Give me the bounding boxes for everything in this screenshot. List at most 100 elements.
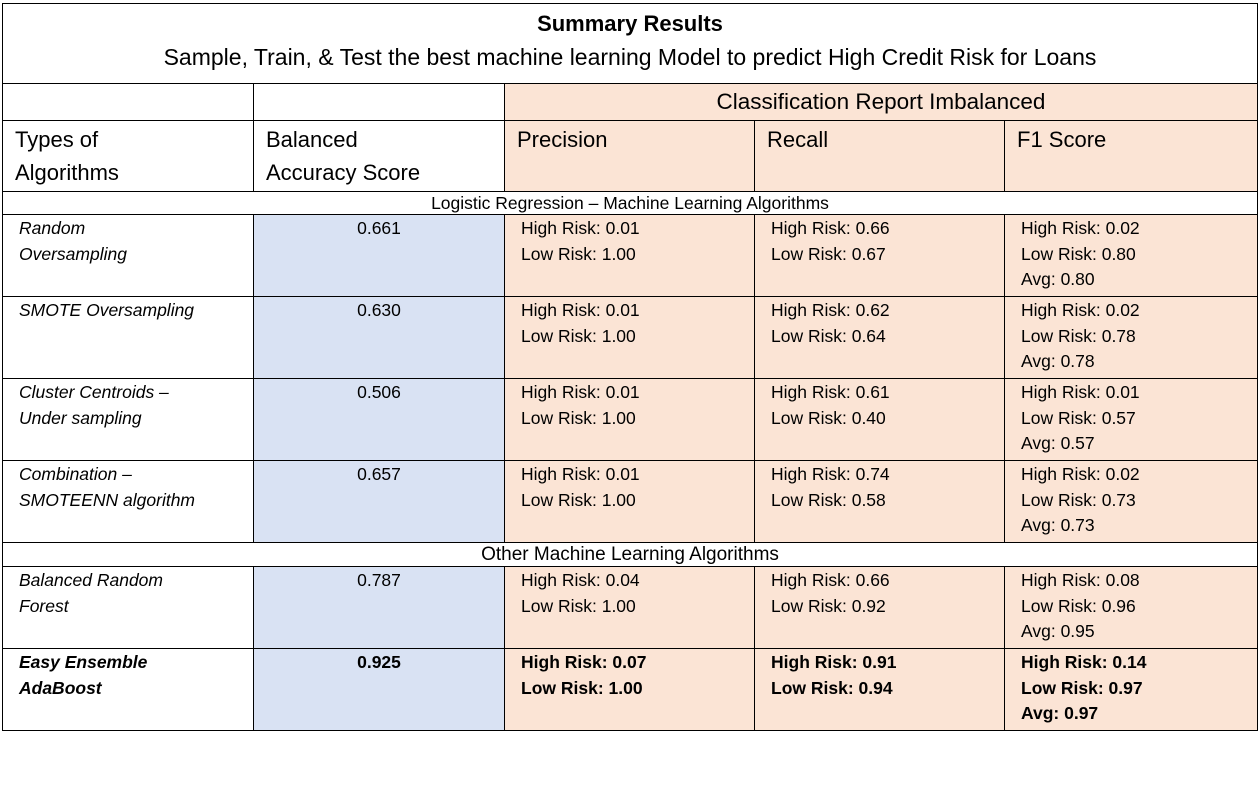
recall-values-line: Low Risk: 0.94 (771, 677, 893, 698)
table-row: Easy Ensemble AdaBoost 0.925 High Risk: 0.0… (2, 648, 1258, 731)
recall-values-line: Low Risk: 0.92 (771, 595, 886, 616)
precision-values: High Risk: 0.01 Low Risk: 1.00 (504, 296, 755, 379)
summary-results-table: Summary Results Sample, Train, & Test th… (2, 3, 1258, 731)
algorithm-name-line: Under sampling (19, 407, 142, 428)
balanced-accuracy-score: 0.506 (253, 378, 505, 461)
recall-header: Recall (754, 120, 1005, 192)
precision-values: High Risk: 0.01 Low Risk: 1.00 (504, 378, 755, 461)
f1-score-values: High Risk: 0.08 Low Risk: 0.96 Avg: 0.95 (1004, 566, 1258, 649)
f1-score-values: High Risk: 0.02 Low Risk: 0.78 Avg: 0.78 (1004, 296, 1258, 379)
precision-values-line: Low Risk: 1.00 (521, 595, 636, 616)
precision-values-line: Low Risk: 1.00 (521, 243, 636, 264)
f1-score-values: High Risk: 0.01 Low Risk: 0.57 Avg: 0.57 (1004, 378, 1258, 461)
recall-values: High Risk: 0.66 Low Risk: 0.67 (754, 214, 1005, 297)
section-label: Logistic Regression – Machine Learning A… (2, 191, 1258, 215)
f1-score-values-line: Avg: 0.78 (1021, 351, 1095, 371)
table-row: Combination – SMOTEENN algorithm 0.657 High… (2, 460, 1258, 543)
f1-score-values-line: High Risk: 0.08 (1021, 570, 1140, 590)
f1-score-values: High Risk: 0.02 Low Risk: 0.80 Avg: 0.80 (1004, 214, 1258, 297)
f1-score-values-line: Avg: 0.80 (1021, 269, 1095, 289)
types-of-algorithms-header: Types of Algorithms (2, 120, 254, 192)
recall-values-line: Low Risk: 0.67 (771, 243, 886, 264)
recall-values: High Risk: 0.91 Low Risk: 0.94 (754, 648, 1005, 731)
algorithm-name: Easy Ensemble AdaBoost (2, 648, 254, 731)
recall-values-line: High Risk: 0.91 (771, 652, 897, 672)
algorithm-name: Random Oversampling (2, 214, 254, 297)
table-row: SMOTE Oversampling 0.630 High Risk: 0.01 Lo… (2, 296, 1258, 379)
precision-values: High Risk: 0.04 Low Risk: 1.00 (504, 566, 755, 649)
recall-values-line: Low Risk: 0.58 (771, 489, 886, 510)
precision-values: High Risk: 0.07 Low Risk: 1.00 (504, 648, 755, 731)
f1-score-values-line: Low Risk: 0.96 (1021, 595, 1136, 616)
algorithm-name-line: Forest (19, 595, 69, 616)
header-line: Accuracy Score (266, 160, 421, 185)
precision-values-line: High Risk: 0.04 (521, 570, 640, 590)
title-cell: Summary Results Sample, Train, & Test th… (2, 3, 1258, 84)
precision-values-line: Low Risk: 1.00 (521, 325, 636, 346)
balanced-accuracy-score: 0.925 (253, 648, 505, 731)
recall-values: High Risk: 0.74 Low Risk: 0.58 (754, 460, 1005, 543)
recall-values-line: Low Risk: 0.40 (771, 407, 886, 428)
recall-values-line: High Risk: 0.66 (771, 570, 890, 590)
header-line: Types of (15, 127, 99, 152)
group-header-row: Classification Report Imbalanced (2, 83, 1258, 121)
table-title: Summary Results (537, 11, 723, 36)
algorithm-name-line: SMOTE Oversampling (19, 300, 195, 320)
balanced-accuracy-score: 0.661 (253, 214, 505, 297)
algorithm-name: SMOTE Oversampling (2, 296, 254, 379)
recall-values-line: High Risk: 0.62 (771, 300, 890, 320)
balanced-accuracy-score: 0.630 (253, 296, 505, 379)
column-header-row: Types of Algorithms Balanced Accuracy Sc… (2, 120, 1258, 192)
balanced-accuracy-score: 0.787 (253, 566, 505, 649)
recall-values-line: High Risk: 0.61 (771, 382, 890, 402)
precision-values-line: Low Risk: 1.00 (521, 407, 636, 428)
f1-score-values-line: Low Risk: 0.80 (1021, 243, 1136, 264)
section-header-row: Logistic Regression – Machine Learning A… (2, 191, 1258, 215)
title-row: Summary Results Sample, Train, & Test th… (2, 3, 1258, 84)
algorithm-name-line: Easy Ensemble (19, 652, 148, 672)
precision-values-line: Low Risk: 1.00 (521, 677, 643, 698)
recall-values: High Risk: 0.61 Low Risk: 0.40 (754, 378, 1005, 461)
f1-score-values-line: Low Risk: 0.57 (1021, 407, 1136, 428)
precision-values-line: High Risk: 0.01 (521, 464, 640, 484)
blank-header-cell (2, 83, 254, 121)
precision-header: Precision (504, 120, 755, 192)
balanced-accuracy-score: 0.657 (253, 460, 505, 543)
table-row: Random Oversampling 0.661 High Risk: 0.01 Lo… (2, 214, 1258, 297)
f1-score-values: High Risk: 0.14 Low Risk: 0.97 Avg: 0.97 (1004, 648, 1258, 731)
f1-score-values-line: High Risk: 0.02 (1021, 300, 1140, 320)
precision-values: High Risk: 0.01 Low Risk: 1.00 (504, 460, 755, 543)
precision-values-line: High Risk: 0.01 (521, 300, 640, 320)
precision-values: High Risk: 0.01 Low Risk: 1.00 (504, 214, 755, 297)
algorithm-name-line: AdaBoost (19, 677, 102, 698)
table-row: Balanced Random Forest 0.787 High Risk: 0.0… (2, 566, 1258, 649)
section-label: Other Machine Learning Algorithms (2, 542, 1258, 567)
precision-values-line: High Risk: 0.01 (521, 382, 640, 402)
table-subtitle: Sample, Train, & Test the best machine l… (163, 44, 1097, 70)
algorithm-name: Balanced Random Forest (2, 566, 254, 649)
f1-score-values-line: Avg: 0.73 (1021, 515, 1095, 535)
algorithm-name-line: Combination – (19, 464, 132, 484)
algorithm-name-line: SMOTEENN algorithm (19, 489, 196, 510)
balanced-accuracy-header: Balanced Accuracy Score (253, 120, 505, 192)
algorithm-name-line: Cluster Centroids – (19, 382, 169, 402)
f1-score-values: High Risk: 0.02 Low Risk: 0.73 Avg: 0.73 (1004, 460, 1258, 543)
header-line: Balanced (266, 127, 358, 152)
f1-score-values-line: Avg: 0.57 (1021, 433, 1095, 453)
table-row: Cluster Centroids – Under sampling 0.506 Hi… (2, 378, 1258, 461)
f1-score-values-line: High Risk: 0.01 (1021, 382, 1140, 402)
algorithm-name: Combination – SMOTEENN algorithm (2, 460, 254, 543)
header-line: Algorithms (15, 160, 119, 185)
section-header-row: Other Machine Learning Algorithms (2, 542, 1258, 567)
precision-values-line: Low Risk: 1.00 (521, 489, 636, 510)
f1-score-values-line: Low Risk: 0.73 (1021, 489, 1136, 510)
recall-values: High Risk: 0.62 Low Risk: 0.64 (754, 296, 1005, 379)
recall-values: High Risk: 0.66 Low Risk: 0.92 (754, 566, 1005, 649)
recall-values-line: Low Risk: 0.64 (771, 325, 886, 346)
recall-values-line: High Risk: 0.66 (771, 218, 890, 238)
f1-score-values-line: High Risk: 0.02 (1021, 464, 1140, 484)
f1-score-values-line: Avg: 0.95 (1021, 621, 1095, 641)
algorithm-name-line: Balanced Random (19, 570, 163, 590)
f1-score-values-line: High Risk: 0.02 (1021, 218, 1140, 238)
